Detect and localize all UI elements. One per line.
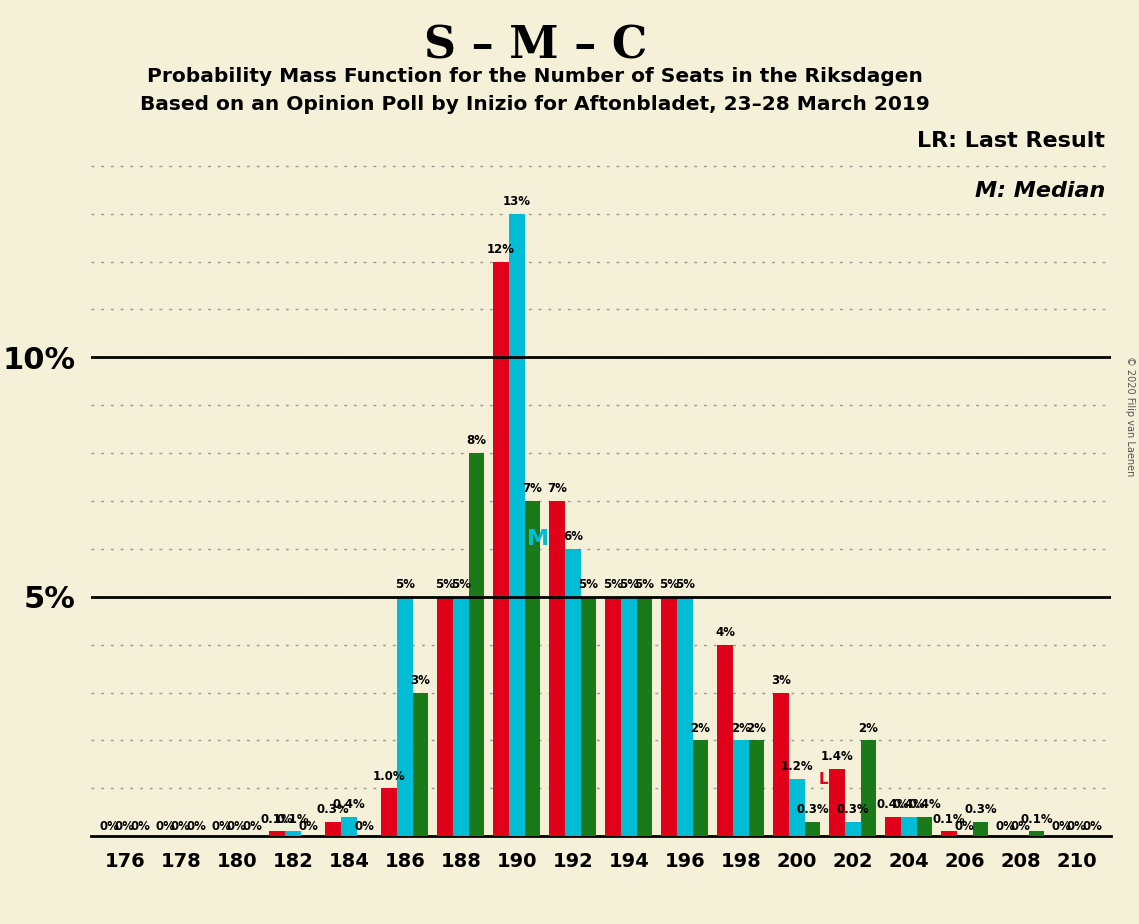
Text: 0%: 0% <box>99 821 118 833</box>
Bar <box>973 821 989 836</box>
Text: 0.1%: 0.1% <box>933 813 966 826</box>
Text: 5%: 5% <box>604 578 623 591</box>
Text: 0.1%: 0.1% <box>277 813 309 826</box>
Bar <box>412 693 428 836</box>
Bar <box>565 549 581 836</box>
Bar <box>845 821 861 836</box>
Text: 13%: 13% <box>502 195 531 208</box>
Bar <box>549 501 565 836</box>
Bar <box>285 832 301 836</box>
Text: 0%: 0% <box>243 821 262 833</box>
Bar <box>637 597 653 836</box>
Text: 0.1%: 0.1% <box>261 813 294 826</box>
Text: 0%: 0% <box>354 821 375 833</box>
Text: 0.1%: 0.1% <box>1021 813 1052 826</box>
Text: 0.4%: 0.4% <box>333 798 366 811</box>
Text: 5%: 5% <box>674 578 695 591</box>
Text: M: M <box>527 529 550 550</box>
Text: 0%: 0% <box>1051 821 1071 833</box>
Bar <box>493 261 509 836</box>
Text: 12%: 12% <box>487 243 515 256</box>
Bar <box>525 501 540 836</box>
Text: 3%: 3% <box>410 674 431 687</box>
Text: 5%: 5% <box>435 578 456 591</box>
Bar <box>396 597 412 836</box>
Bar <box>341 817 357 836</box>
Text: 0%: 0% <box>298 821 319 833</box>
Text: 0%: 0% <box>1011 821 1031 833</box>
Bar <box>382 788 396 836</box>
Text: 0.3%: 0.3% <box>836 803 869 816</box>
Text: LR: Last Result: LR: Last Result <box>917 131 1106 151</box>
Text: Probability Mass Function for the Number of Seats in the Riksdagen: Probability Mass Function for the Number… <box>147 67 924 87</box>
Text: S – M – C: S – M – C <box>424 24 647 67</box>
Text: 0.4%: 0.4% <box>893 798 925 811</box>
Text: 7%: 7% <box>523 482 542 495</box>
Text: 0%: 0% <box>171 821 190 833</box>
Text: Based on an Opinion Poll by Inizio for Aftonbladet, 23–28 March 2019: Based on an Opinion Poll by Inizio for A… <box>140 95 931 115</box>
Bar <box>861 740 876 836</box>
Bar <box>941 832 957 836</box>
Text: 0%: 0% <box>155 821 175 833</box>
Bar <box>509 213 525 836</box>
Bar <box>829 769 845 836</box>
Bar <box>677 597 693 836</box>
Text: 5%: 5% <box>618 578 639 591</box>
Text: 0%: 0% <box>211 821 231 833</box>
Bar <box>605 597 621 836</box>
Text: 5%: 5% <box>451 578 470 591</box>
Bar <box>748 740 764 836</box>
Bar <box>718 645 734 836</box>
Text: 0%: 0% <box>131 821 150 833</box>
Text: 0.3%: 0.3% <box>965 803 997 816</box>
Text: LR: LR <box>819 772 841 786</box>
Text: 2%: 2% <box>859 722 878 735</box>
Text: 7%: 7% <box>547 482 567 495</box>
Bar <box>468 453 484 836</box>
Bar <box>326 821 341 836</box>
Text: 5%: 5% <box>634 578 655 591</box>
Bar <box>773 693 789 836</box>
Text: 0.3%: 0.3% <box>796 803 829 816</box>
Text: 8%: 8% <box>467 434 486 447</box>
Text: © 2020 Filip van Laenen: © 2020 Filip van Laenen <box>1125 356 1134 476</box>
Text: 1.2%: 1.2% <box>780 760 813 773</box>
Text: 0%: 0% <box>115 821 134 833</box>
Text: 0%: 0% <box>954 821 975 833</box>
Text: 2%: 2% <box>731 722 751 735</box>
Text: 0%: 0% <box>187 821 206 833</box>
Bar <box>901 817 917 836</box>
Bar <box>581 597 597 836</box>
Text: 0%: 0% <box>1067 821 1087 833</box>
Text: 1.0%: 1.0% <box>372 770 405 783</box>
Text: 0%: 0% <box>227 821 247 833</box>
Text: 0.4%: 0.4% <box>908 798 941 811</box>
Bar <box>734 740 748 836</box>
Text: 5%: 5% <box>659 578 679 591</box>
Text: 6%: 6% <box>563 530 583 543</box>
Text: 0%: 0% <box>1083 821 1103 833</box>
Text: M: Median: M: Median <box>975 181 1106 201</box>
Text: 2%: 2% <box>746 722 767 735</box>
Bar <box>693 740 708 836</box>
Bar <box>621 597 637 836</box>
Bar <box>917 817 933 836</box>
Text: 5%: 5% <box>395 578 415 591</box>
Text: 5%: 5% <box>579 578 598 591</box>
Bar <box>453 597 468 836</box>
Bar <box>1029 832 1044 836</box>
Text: 1.4%: 1.4% <box>821 750 853 763</box>
Bar <box>789 779 804 836</box>
Bar <box>804 821 820 836</box>
Bar <box>662 597 677 836</box>
Bar <box>437 597 453 836</box>
Text: 0.3%: 0.3% <box>317 803 350 816</box>
Text: 0%: 0% <box>995 821 1015 833</box>
Bar <box>885 817 901 836</box>
Text: 3%: 3% <box>771 674 792 687</box>
Text: 4%: 4% <box>715 626 735 638</box>
Text: 2%: 2% <box>690 722 711 735</box>
Text: 0.4%: 0.4% <box>877 798 910 811</box>
Bar <box>269 832 285 836</box>
